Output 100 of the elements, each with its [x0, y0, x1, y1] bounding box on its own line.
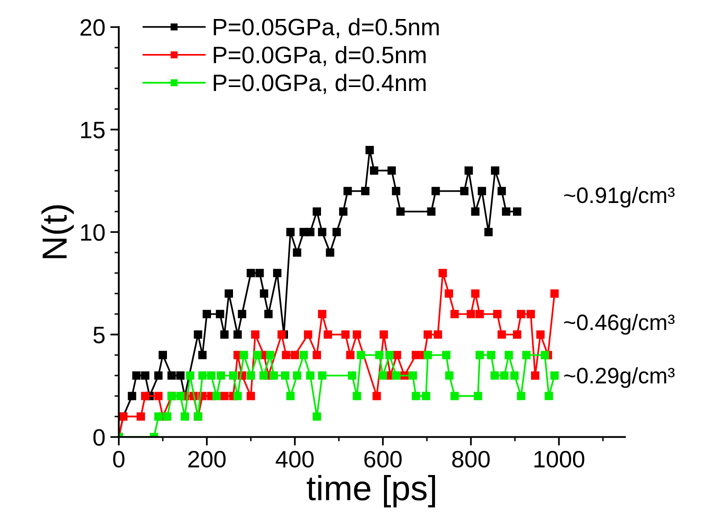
point: [202, 310, 211, 318]
point: [318, 310, 326, 318]
point: [522, 350, 531, 360]
point: [233, 392, 242, 400]
point: [500, 371, 509, 380]
point: [255, 268, 264, 278]
annotation: ~0.91g/cm³: [564, 186, 675, 208]
point: [233, 330, 242, 339]
y-tick-label: 0: [93, 429, 105, 446]
point: [194, 330, 202, 339]
point: [498, 330, 506, 339]
point: [366, 146, 374, 154]
point: [408, 371, 417, 380]
point: [438, 268, 447, 278]
point: [490, 166, 500, 175]
point: [312, 350, 322, 360]
point: [512, 207, 522, 216]
point: [536, 330, 545, 339]
point: [348, 371, 356, 380]
point: [471, 207, 480, 216]
point: [392, 186, 400, 196]
y-tick-label: 5: [93, 326, 105, 344]
point: [412, 350, 420, 360]
x-tick-label: 800: [452, 450, 490, 468]
point: [132, 371, 141, 380]
point: [216, 310, 224, 318]
point: [550, 371, 559, 380]
point: [490, 371, 499, 380]
point: [318, 371, 326, 380]
point: [229, 371, 238, 380]
point: [128, 392, 136, 400]
point: [516, 392, 526, 400]
point: [176, 392, 185, 400]
point: [378, 371, 388, 380]
point: [282, 350, 290, 360]
x-tick-label: 0: [113, 450, 124, 468]
point: [396, 207, 405, 216]
point: [318, 228, 326, 236]
point: [464, 166, 473, 175]
point: [424, 330, 432, 339]
point: [346, 350, 354, 360]
y-tick-label: 15: [81, 122, 105, 138]
point: [141, 371, 150, 380]
point: [286, 392, 295, 400]
point: [412, 392, 420, 400]
x-tick-label: 600: [364, 450, 402, 468]
point: [312, 207, 322, 216]
legend-label: P=0.0GPa, d=0.4nm: [214, 74, 426, 94]
point: [332, 228, 341, 236]
point: [246, 371, 256, 380]
point: [216, 371, 226, 380]
point: [352, 330, 362, 339]
point: [370, 166, 378, 175]
point: [372, 392, 381, 400]
point: [259, 371, 268, 380]
annotation: ~0.46g/cm³: [564, 314, 675, 335]
point: [273, 268, 282, 278]
legend-label: P=0.0GPa, d=0.5nm: [214, 46, 426, 66]
point: [253, 350, 262, 360]
y-tick-label: 10: [81, 224, 105, 241]
point: [154, 392, 163, 400]
point: [167, 371, 176, 380]
point: [493, 310, 502, 318]
point: [176, 371, 185, 380]
point: [540, 350, 550, 360]
point: [478, 186, 486, 196]
point: [306, 371, 314, 380]
annotation: ~0.29g/cm³: [564, 367, 675, 388]
point: [277, 330, 286, 339]
point: [224, 289, 233, 298]
point: [432, 186, 440, 196]
point: [198, 350, 207, 360]
point: [141, 392, 150, 400]
point: [550, 289, 559, 298]
point: [356, 350, 366, 360]
point: [158, 350, 167, 360]
point: [498, 186, 506, 196]
point: [442, 350, 450, 360]
point: [324, 330, 332, 339]
point: [484, 228, 493, 236]
point: [292, 371, 302, 380]
point: [246, 268, 256, 278]
point: [281, 371, 290, 380]
point: [474, 392, 482, 400]
point: [251, 330, 260, 339]
point: [424, 350, 432, 360]
point: [207, 371, 216, 380]
x-axis-title: time [ps]: [306, 474, 436, 508]
point: [266, 350, 274, 360]
point: [240, 350, 248, 360]
point: [212, 392, 221, 400]
point: [304, 330, 312, 339]
point: [531, 371, 540, 380]
y-axis-title: N(t): [41, 205, 74, 258]
point: [352, 392, 362, 400]
point: [344, 186, 352, 196]
point: [466, 310, 476, 318]
point: [460, 186, 468, 196]
y-tick-label: 20: [80, 19, 105, 36]
point: [163, 412, 172, 421]
